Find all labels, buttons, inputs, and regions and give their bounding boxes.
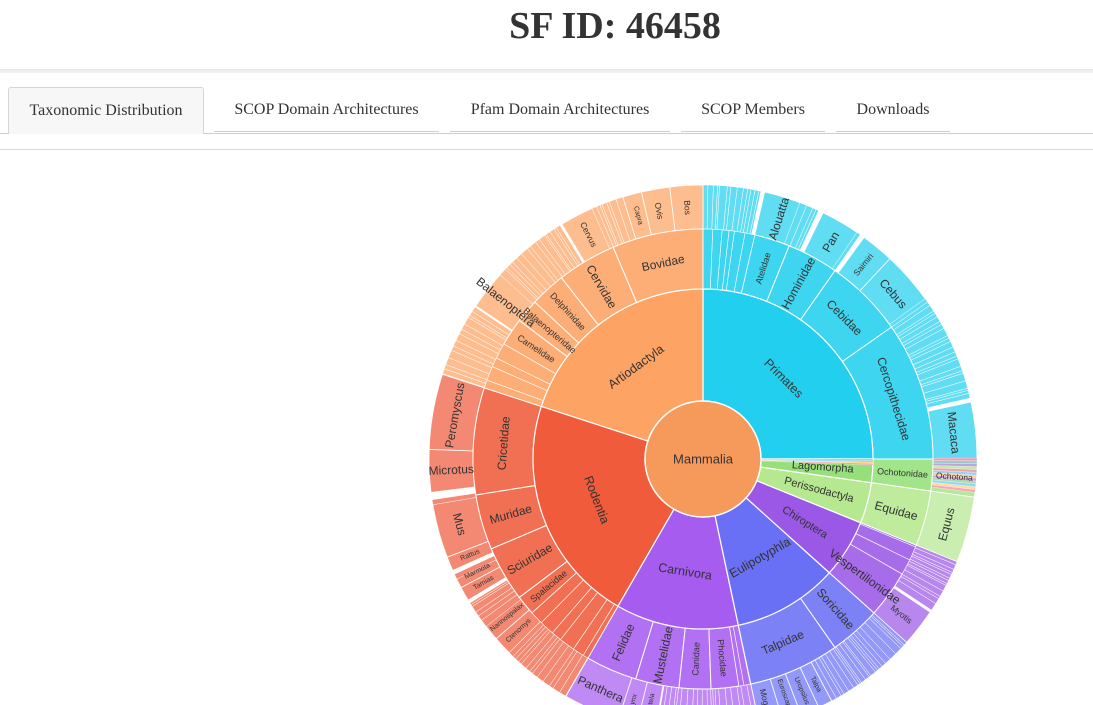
family-ring bbox=[472, 228, 934, 690]
family-label-phocidae: Phocidae bbox=[715, 639, 729, 677]
family-label-canidae: Canidae bbox=[690, 642, 701, 676]
family-label-cricetidae: Cricetidae bbox=[495, 416, 513, 471]
genus-label-ochotona: Ochotona bbox=[936, 470, 974, 483]
genus-label-bos: Bos bbox=[682, 200, 693, 215]
content-divider bbox=[0, 149, 1093, 150]
genus-label-mustela: Mustela bbox=[645, 693, 657, 705]
genus-label-mus: Mus bbox=[450, 511, 469, 537]
tab-taxonomic-distribution[interactable]: Taxonomic Distribution bbox=[8, 87, 204, 134]
genus-label-microtus: Microtus bbox=[428, 462, 474, 478]
tab-pfam-domain-architectures[interactable]: Pfam Domain Architectures bbox=[450, 87, 670, 132]
order-label-lagomorpha: Lagomorpha bbox=[791, 459, 854, 475]
genus-label-ovis: Ovis bbox=[653, 202, 666, 220]
root-ring bbox=[644, 400, 762, 518]
order-ring bbox=[532, 288, 874, 630]
genus-label-lynx: Lynx bbox=[628, 693, 639, 705]
root-segment[interactable] bbox=[644, 400, 762, 518]
genus-label-capra: Capra bbox=[632, 205, 644, 225]
tab-scop-members[interactable]: SCOP Members bbox=[681, 87, 825, 132]
genus-sliver[interactable] bbox=[702, 184, 709, 230]
header-divider bbox=[0, 69, 1093, 73]
page-title: SF ID: 46458 bbox=[509, 5, 721, 47]
family-label-ochotonidae: Ochotonidae bbox=[877, 466, 929, 480]
tab-downloads[interactable]: Downloads bbox=[836, 87, 950, 132]
tab-scop-domain-architectures[interactable]: SCOP Domain Architectures bbox=[214, 87, 439, 132]
genus-label-macaca: Macaca bbox=[944, 411, 962, 455]
root-label: Mammalia bbox=[673, 452, 734, 467]
tab-bar: Taxonomic Distribution SCOP Domain Archi… bbox=[0, 87, 1093, 134]
genus-sliver[interactable] bbox=[697, 688, 703, 705]
